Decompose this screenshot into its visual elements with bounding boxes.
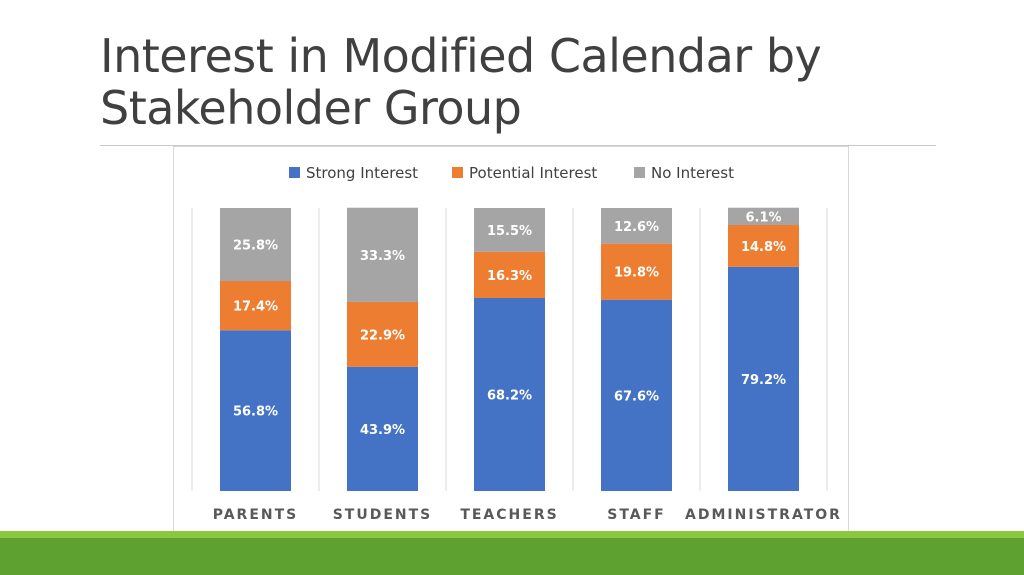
bar-segment	[220, 281, 291, 331]
category-label: PARENTS	[213, 507, 299, 523]
legend-swatch-2	[452, 167, 463, 178]
bar-segment	[474, 251, 545, 298]
legend-label-3: No Interest	[651, 164, 734, 182]
stacked-bar-chart: Strong Interest Potential Interest No Inte…	[173, 146, 849, 532]
bar-segment	[347, 207, 418, 302]
bar-segment	[601, 299, 672, 491]
data-label: 15.5%	[487, 224, 532, 239]
footer-band-dark	[0, 538, 1024, 575]
category-label: STAFF	[607, 507, 666, 523]
bar-segment	[347, 301, 418, 367]
category-label: TEACHERS	[460, 507, 558, 523]
bar-segment	[728, 224, 799, 267]
bar-segment	[728, 207, 799, 225]
bar-segment	[474, 208, 545, 252]
title-divider	[100, 145, 936, 146]
data-label: 6.1%	[745, 210, 781, 225]
data-label: 12.6%	[614, 220, 659, 235]
data-label: 22.9%	[360, 328, 405, 343]
data-label: 79.2%	[741, 373, 786, 388]
bar-segment	[601, 243, 672, 300]
bar-segment	[474, 297, 545, 491]
data-label: 56.8%	[233, 405, 278, 420]
legend-swatch-1	[289, 167, 300, 178]
bar-segment	[220, 208, 291, 282]
data-label: 67.6%	[614, 389, 659, 404]
data-label: 43.9%	[360, 423, 405, 438]
data-label: 68.2%	[487, 388, 532, 403]
legend-swatch-3	[634, 167, 645, 178]
category-label: ADMINISTRATOR	[685, 507, 842, 523]
legend-label-2: Potential Interest	[469, 164, 597, 182]
bar-segment	[728, 266, 799, 491]
legend-label-1: Strong Interest	[306, 164, 418, 182]
category-label: STUDENTS	[333, 507, 433, 523]
bar-segment	[601, 208, 672, 244]
data-label: 14.8%	[741, 240, 786, 255]
data-label: 16.3%	[487, 269, 532, 284]
slide-title: Interest in Modified Calendar by Stakeho…	[100, 29, 822, 135]
data-label: 33.3%	[360, 249, 405, 264]
footer-band-light	[0, 531, 1024, 538]
bar-segment	[347, 366, 418, 491]
data-label: 17.4%	[233, 300, 278, 315]
data-label: 25.8%	[233, 239, 278, 254]
data-label: 19.8%	[614, 266, 659, 281]
bar-segment	[220, 330, 291, 491]
chart-canvas: Strong Interest Potential Interest No Inte…	[191, 164, 842, 523]
